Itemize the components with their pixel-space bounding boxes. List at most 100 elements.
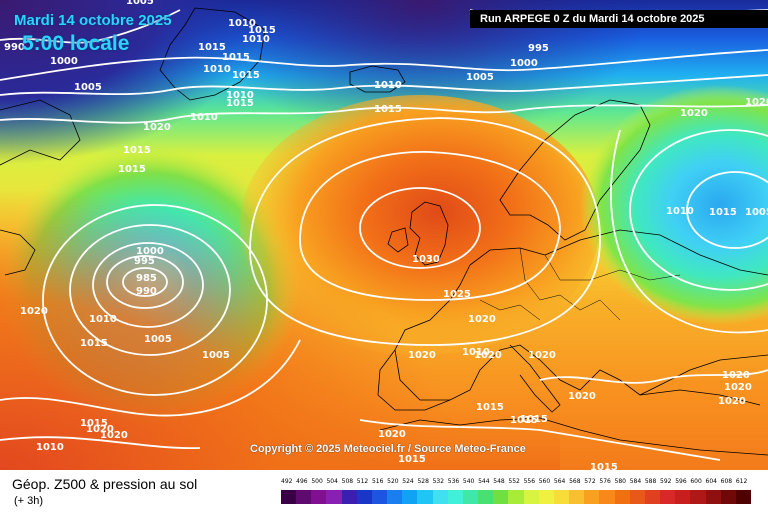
scale-tick-label: 608 <box>720 478 733 485</box>
scale-color-cell <box>599 490 616 504</box>
isobar-label: 1020 <box>722 370 750 381</box>
scale-color-cell <box>690 490 706 504</box>
isobar-label: 1020 <box>86 424 114 435</box>
isobar-label: 1010 <box>228 18 256 29</box>
scale-tick-label: 572 <box>584 478 596 485</box>
scale-tick-label: 524 <box>402 478 414 485</box>
scale-tick-label: 592 <box>660 478 672 485</box>
isobar-label: 1020 <box>474 350 502 361</box>
scale-tick-label: 612 <box>735 478 748 485</box>
isobar-label: 1010 <box>226 90 254 101</box>
isobar-label: 1015 <box>232 70 260 81</box>
isobar-label: 1015 <box>248 25 276 36</box>
scale-tick-label: 556 <box>523 478 536 485</box>
legend-title: Géop. Z500 & pression au sol <box>12 476 198 492</box>
scale-tick-label: 512 <box>356 478 369 485</box>
scale-color-cell <box>584 490 600 504</box>
scale-tick-label: 508 <box>341 478 354 485</box>
isobar-label: 1015 <box>198 42 226 53</box>
scale-tick-label: 584 <box>629 478 642 485</box>
isobar-label: 1020 <box>20 306 48 317</box>
scale-tick-label: 496 <box>296 478 308 485</box>
scale-color-cell <box>311 490 327 504</box>
scale-color-cell <box>356 490 373 504</box>
isobar-label: 985 <box>136 273 157 284</box>
scale-color-cell <box>629 490 646 504</box>
isobar-label: 1005 <box>745 207 768 218</box>
scale-color-cell <box>553 490 570 504</box>
isobar-label: 1010 <box>190 112 218 123</box>
scale-tick-label: 504 <box>326 478 338 485</box>
isobar-label: 1015 <box>709 207 737 218</box>
isobar-label: 1025 <box>443 289 471 300</box>
isobar-label: 1020 <box>378 429 406 440</box>
scale-color-cell <box>371 490 388 504</box>
isobar-label: 1020 <box>724 382 752 393</box>
isobar-label: 1015 <box>510 415 538 426</box>
scale-tick-label: 500 <box>311 478 323 485</box>
scale-color-cell <box>538 490 555 504</box>
isobar-labels: 990 1000 1005 1015 1010 1015 1010 1015 1… <box>4 0 768 470</box>
isobar-label: 990 <box>136 286 157 297</box>
scale-color-cell <box>478 490 494 504</box>
isobar-label: 1020 <box>468 314 496 325</box>
isobar-label: 1010 <box>242 34 270 45</box>
isobar-label: 1005 <box>144 334 172 345</box>
isobar-label: 1010 <box>89 314 117 325</box>
scale-tick-label: 568 <box>569 478 581 485</box>
scale-color-cell <box>341 490 358 504</box>
scale-color-cell <box>660 490 676 504</box>
scale-tick-label: 536 <box>447 478 460 485</box>
isobar-label: 1015 <box>80 338 108 349</box>
scale-tick-label: 548 <box>493 478 505 485</box>
scale-color-cell <box>735 490 752 504</box>
isobar-label: 1015 <box>226 98 254 109</box>
scale-tick-label: 596 <box>675 478 687 485</box>
scale-color-cell <box>644 490 661 504</box>
isobar-label: 1005 <box>202 350 230 361</box>
scale-color-cell <box>402 490 418 504</box>
isobar-label: 1010 <box>462 347 490 358</box>
isobar-label: 1015 <box>80 418 108 429</box>
scale-tick-label: 516 <box>371 478 384 485</box>
scale-tick-label: 528 <box>417 478 429 485</box>
isobar-label: 995 <box>528 43 549 54</box>
scale-tick-label: 604 <box>705 478 717 485</box>
scale-color-cell <box>432 490 449 504</box>
isobar-label: 1005 <box>466 72 494 83</box>
run-info-banner: Run ARPEGE 0 Z du Mardi 14 octobre 2025 <box>470 10 768 28</box>
scale-color-cell <box>387 490 403 504</box>
isobar-label: 1000 <box>510 58 538 69</box>
copyright-notice: Copyright © 2025 Meteociel.fr / Source M… <box>250 443 526 455</box>
date-title: Mardi 14 octobre 2025 <box>14 12 172 29</box>
scale-color-cell <box>523 490 540 504</box>
scale-tick-label: 560 <box>538 478 551 485</box>
scale-tick-label: 564 <box>553 478 566 485</box>
scale-color-cell <box>614 490 631 504</box>
isobar-label: 1020 <box>408 350 436 361</box>
isobar-label: 1015 <box>520 414 548 425</box>
scale-tick-label: 552 <box>508 478 520 485</box>
isobar-label: 1015 <box>374 104 402 115</box>
scale-color-cell <box>462 490 479 504</box>
legend-bar: Géop. Z500 & pression au sol (+ 3h) 492 4… <box>0 470 768 512</box>
isobar-label: 990 <box>4 42 25 53</box>
isobar-label: 1020 <box>143 122 171 133</box>
scale-color-cell <box>417 490 434 504</box>
scale-tick-label: 540 <box>462 478 475 485</box>
isobar-label: 1015 <box>590 462 618 470</box>
isobar-label: 1010 <box>203 64 231 75</box>
isobar-label: 1015 <box>222 52 250 63</box>
isobar-label: 1020 <box>528 350 556 361</box>
isobar-label: 1010 <box>36 442 64 453</box>
isobar-label: 1010 <box>666 206 694 217</box>
pressure-map: 990 1000 1005 1015 1010 1015 1010 1015 1… <box>0 0 768 470</box>
isobar-label: 1015 <box>118 164 146 175</box>
scale-tick-label: 544 <box>478 478 490 485</box>
color-scale: 492 496 500 504 508 512 516 520 524 528 532 536 540 5… <box>281 478 752 506</box>
scale-tick-label: 588 <box>644 478 657 485</box>
isobar-label: 1030 <box>412 254 440 265</box>
scale-color-cell <box>569 490 585 504</box>
time-title: 5:00 locale <box>22 32 130 55</box>
